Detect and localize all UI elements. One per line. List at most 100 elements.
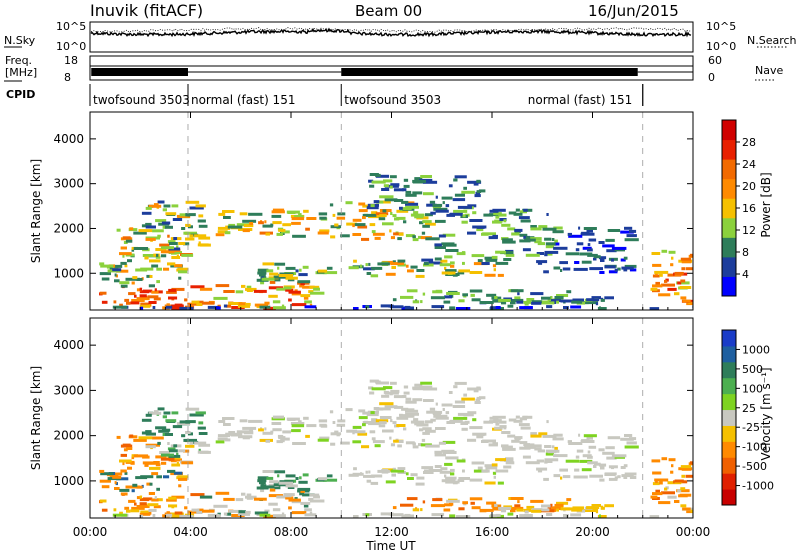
data-cell (318, 212, 328, 216)
data-cell (420, 381, 432, 385)
data-cell (439, 470, 451, 474)
data-cell (198, 236, 211, 240)
data-cell (284, 494, 292, 498)
data-cell (559, 468, 568, 472)
data-cell (526, 298, 535, 301)
colorbar-swatch (722, 276, 736, 297)
data-cell (368, 179, 374, 183)
data-cell (298, 273, 308, 277)
data-cell (652, 274, 660, 278)
data-cell (291, 500, 301, 504)
data-cell (546, 460, 553, 463)
data-cell (537, 449, 545, 453)
data-cell (179, 514, 194, 518)
data-cell (655, 480, 658, 484)
data-cell (302, 473, 309, 477)
data-cell (467, 438, 477, 442)
data-cell (461, 190, 475, 194)
data-cell (176, 254, 179, 258)
data-cell (498, 213, 507, 217)
data-cell (128, 499, 136, 503)
data-cell (405, 264, 409, 268)
data-cell (131, 456, 135, 460)
data-cell (130, 509, 140, 513)
data-cell (591, 296, 601, 300)
data-cell (254, 511, 269, 515)
data-cell (259, 305, 271, 309)
data-cell (519, 441, 528, 445)
data-cell (661, 283, 675, 287)
data-cell (441, 449, 455, 453)
data-cell (268, 286, 284, 290)
data-cell (393, 232, 404, 236)
data-cell (598, 463, 607, 467)
data-cell (668, 458, 676, 462)
colorbar-swatch (722, 139, 736, 160)
data-cell (499, 218, 507, 221)
data-cell (336, 216, 346, 220)
data-cell (661, 249, 668, 253)
data-cell (458, 507, 465, 511)
data-cell (403, 220, 407, 224)
data-cell (353, 515, 359, 518)
data-cell (572, 298, 584, 302)
data-cell (473, 389, 479, 393)
data-cell (171, 411, 179, 415)
data-cell (299, 284, 305, 288)
data-cell (169, 242, 178, 245)
data-cell (415, 274, 425, 278)
colorbar-swatch (722, 409, 736, 426)
cpid-segment-label: normal (fast) 151 (528, 93, 632, 107)
data-cell (119, 459, 132, 463)
data-cell (493, 419, 502, 423)
data-cell (581, 468, 592, 472)
data-cell (510, 509, 516, 513)
data-cell (440, 467, 448, 471)
freq-tick-bottom: 8 (64, 71, 71, 84)
data-cell (554, 296, 564, 299)
data-cell (154, 290, 163, 294)
data-cell (472, 418, 477, 422)
data-cell (598, 256, 607, 260)
data-cell (245, 495, 257, 499)
data-cell (112, 268, 122, 272)
data-cell (236, 223, 251, 227)
data-cell (583, 227, 597, 230)
data-cell (139, 306, 144, 310)
data-cell (553, 474, 561, 478)
data-cell (153, 410, 159, 414)
data-cell (442, 201, 445, 205)
data-cell (340, 441, 350, 445)
data-cell (495, 469, 509, 473)
data-cell (492, 264, 497, 268)
data-cell (260, 489, 265, 493)
data-cell (376, 407, 384, 411)
data-cell (584, 301, 589, 305)
data-cell (309, 493, 320, 497)
data-cell (136, 505, 150, 508)
data-cell (139, 495, 143, 499)
data-cell (176, 461, 179, 465)
data-cell (223, 497, 235, 501)
data-cell (259, 273, 266, 277)
data-cell (484, 464, 498, 468)
data-cell (156, 267, 162, 271)
data-cell (213, 504, 228, 508)
data-cell (435, 427, 446, 430)
data-cell (284, 286, 292, 290)
data-cell (101, 485, 110, 489)
data-cell (614, 268, 618, 272)
data-cell (288, 498, 301, 502)
data-cell (469, 478, 483, 482)
nsearch-label: N.Search (747, 34, 797, 47)
y-tick-label: 4000 (53, 338, 84, 352)
data-cell (145, 445, 156, 449)
data-cell (135, 268, 148, 272)
data-cell (392, 421, 397, 425)
data-cell (336, 423, 346, 427)
nsky-tick-top: 10^5 (56, 20, 86, 33)
data-cell (536, 252, 545, 255)
data-cell (546, 513, 553, 516)
data-cell (582, 246, 592, 250)
data-cell (181, 461, 194, 465)
